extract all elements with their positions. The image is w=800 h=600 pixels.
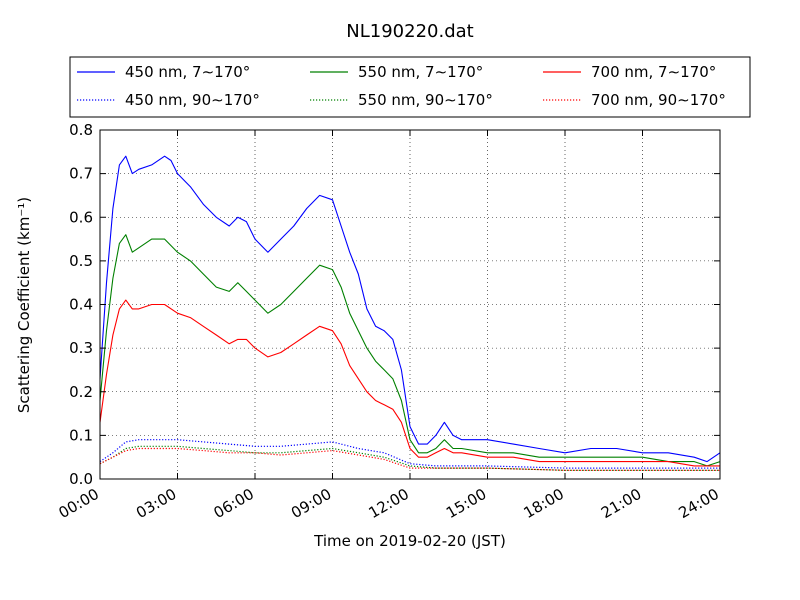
y-tick-label: 0.1 xyxy=(69,426,93,444)
x-axis-label: Time on 2019-02-20 (JST) xyxy=(313,532,506,550)
legend-label: 550 nm, 7∼170° xyxy=(358,63,483,81)
legend: 450 nm, 7∼170° 450 nm, 90∼170° 550 nm, 7∼1… xyxy=(69,56,751,118)
legend-label: 700 nm, 7∼170° xyxy=(591,63,716,81)
y-tick-label: 0.7 xyxy=(69,165,93,183)
x-tick-label: 12:00 xyxy=(366,485,412,522)
x-tick-label: 21:00 xyxy=(598,485,644,522)
x-tick-label: 15:00 xyxy=(443,485,489,522)
y-tick-label: 0.0 xyxy=(69,470,93,488)
legend-label: 450 nm, 7∼170° xyxy=(125,63,250,81)
plot-area xyxy=(99,129,721,480)
legend-label: 700 nm, 90∼170° xyxy=(591,91,726,109)
legend-label: 550 nm, 90∼170° xyxy=(358,91,493,109)
y-axis-label: Scattering Coefficient (km⁻¹) xyxy=(15,197,33,413)
y-tick-label: 0.2 xyxy=(69,383,93,401)
x-tick-label: 03:00 xyxy=(133,485,179,522)
series-line-3 xyxy=(99,234,721,467)
y-tick-label: 0.5 xyxy=(69,252,93,270)
series-line-5 xyxy=(99,299,720,467)
x-tick-label: 18:00 xyxy=(521,485,567,522)
x-tick-label: 09:00 xyxy=(288,485,334,522)
y-tick-label: 0.6 xyxy=(69,208,93,226)
legend-label: 450 nm, 90∼170° xyxy=(125,91,260,109)
y-tick-label: 0.3 xyxy=(69,339,93,357)
y-tick-label: 0.4 xyxy=(69,296,93,314)
series-line-1 xyxy=(99,155,721,463)
y-tick-label: 0.8 xyxy=(69,121,93,139)
series-line-6 xyxy=(99,447,720,471)
chart-title: NL190220.dat xyxy=(346,21,473,42)
x-tick-label: 06:00 xyxy=(211,485,257,522)
series-line-4 xyxy=(99,445,720,471)
x-tick-label: 24:00 xyxy=(676,485,722,522)
legend-frame xyxy=(69,56,751,118)
x-tick-label: 00:00 xyxy=(56,485,102,522)
